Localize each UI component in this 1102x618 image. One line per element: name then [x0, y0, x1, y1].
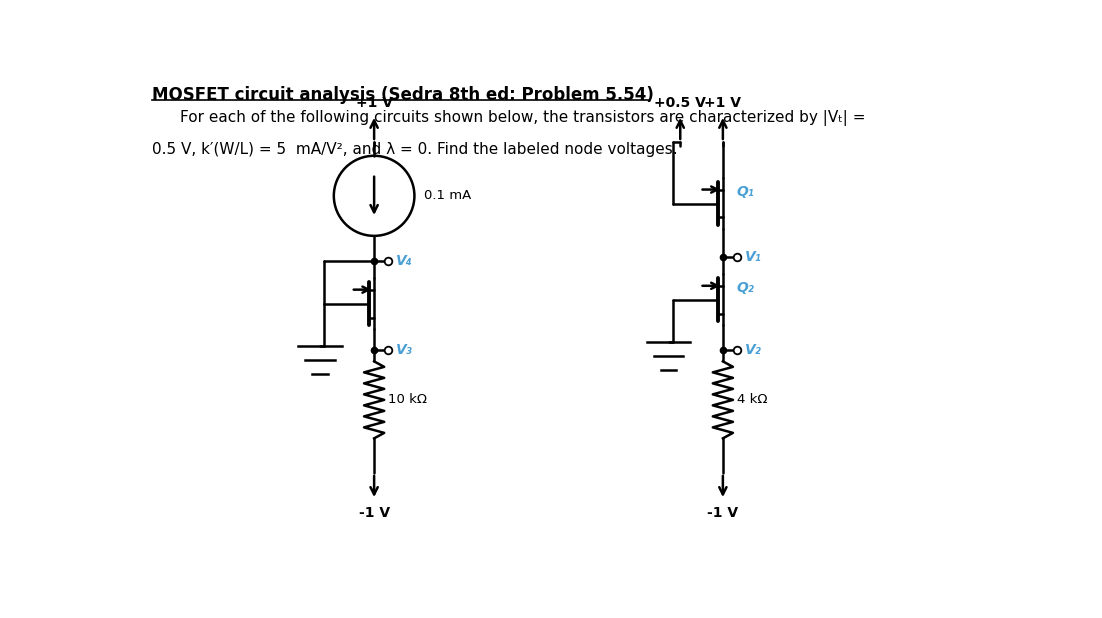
Text: -1 V: -1 V — [707, 506, 738, 520]
Text: Q₁: Q₁ — [737, 185, 755, 199]
Text: V₄: V₄ — [396, 254, 413, 268]
Text: 4 kΩ: 4 kΩ — [737, 394, 767, 407]
Text: +1 V: +1 V — [356, 96, 392, 109]
Text: For each of the following circuits shown below, the transistors are characterize: For each of the following circuits shown… — [181, 109, 866, 125]
Text: V₂: V₂ — [745, 343, 761, 357]
Text: V₃: V₃ — [396, 343, 413, 357]
Text: -1 V: -1 V — [358, 506, 390, 520]
Text: +1 V: +1 V — [704, 96, 742, 109]
Text: 0.5 V, k′(W/L) = 5  mA/V², and λ = 0. Find the labeled node voltages.: 0.5 V, k′(W/L) = 5 mA/V², and λ = 0. Fin… — [152, 142, 678, 157]
Text: 0.1 mA: 0.1 mA — [424, 189, 471, 202]
Text: Q₂: Q₂ — [737, 281, 755, 295]
Text: 10 kΩ: 10 kΩ — [388, 394, 428, 407]
Text: V₁: V₁ — [745, 250, 761, 265]
Text: +0.5 V: +0.5 V — [655, 96, 706, 109]
Text: MOSFET circuit analysis (Sedra 8th ed: Problem 5.54): MOSFET circuit analysis (Sedra 8th ed: P… — [152, 87, 653, 104]
